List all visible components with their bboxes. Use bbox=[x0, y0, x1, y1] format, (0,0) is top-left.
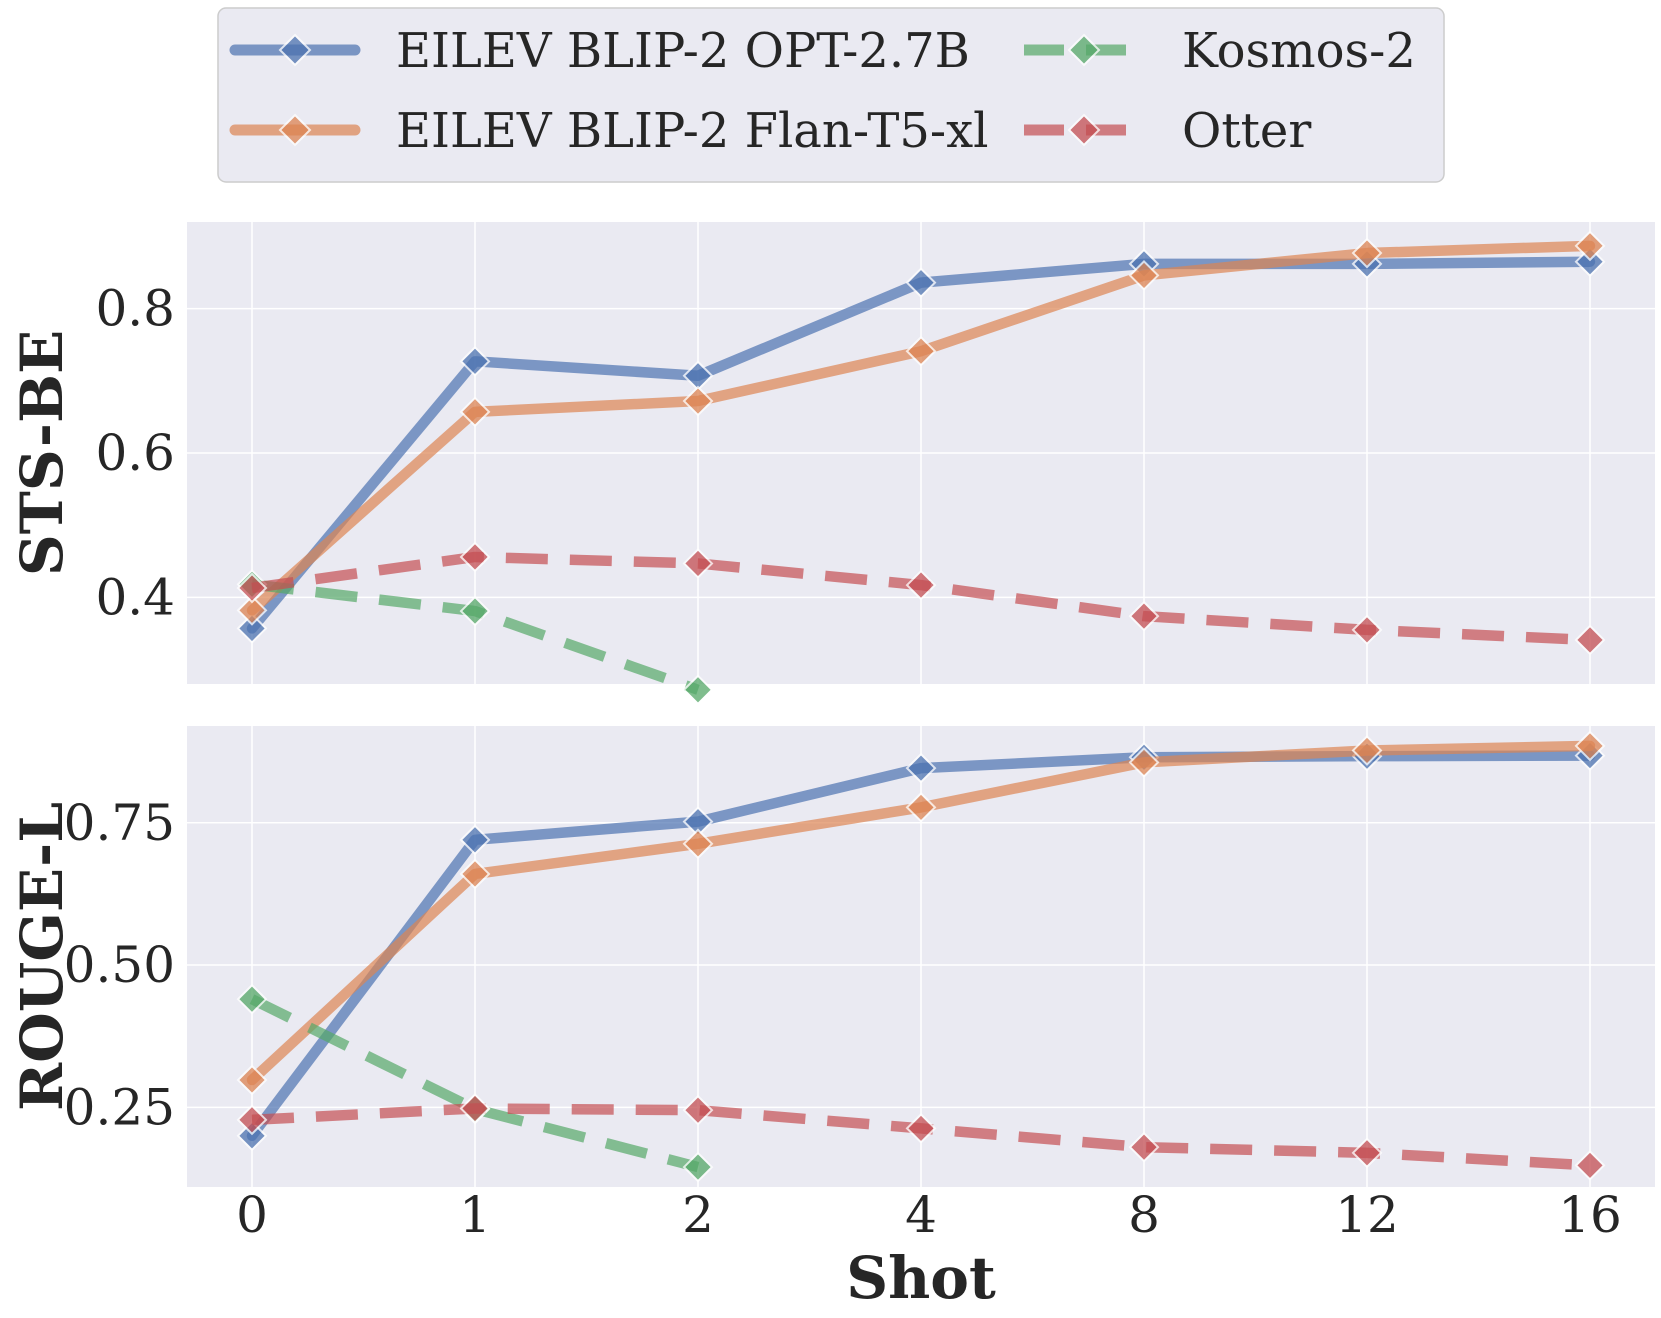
data-point bbox=[459, 1093, 491, 1124]
series-line bbox=[249, 994, 700, 1173]
data-point bbox=[459, 824, 491, 856]
legend-marker bbox=[1067, 113, 1101, 147]
data-point bbox=[1128, 600, 1160, 632]
y-tick-label: 0.4 bbox=[95, 568, 175, 626]
y-axis-title: STS-BE bbox=[8, 330, 76, 576]
legend-item-kosmos-2: Kosmos-2 bbox=[1024, 23, 1416, 79]
x-axis-ticks: 0 1 2 4 8 12 16 bbox=[236, 1186, 1622, 1244]
data-point bbox=[905, 267, 937, 299]
data-point bbox=[1574, 1149, 1606, 1181]
data-point bbox=[1574, 730, 1606, 762]
legend: EILEV BLIP-2 OPT-2.7B EILEV BLIP-2 Flan-T… bbox=[217, 7, 1445, 183]
legend-item-eilev-blip-2-flan-t5-xl: EILEV BLIP-2 Flan-T5-xl bbox=[229, 103, 989, 159]
data-point bbox=[682, 548, 714, 579]
data-point bbox=[905, 752, 937, 784]
data-point bbox=[1128, 260, 1160, 291]
x-axis-title: Shot bbox=[846, 1244, 996, 1312]
data-point bbox=[1351, 1137, 1383, 1169]
x-tick-label: 16 bbox=[1558, 1186, 1622, 1244]
data-point bbox=[1128, 1131, 1160, 1163]
x-tick-label: 4 bbox=[905, 1186, 937, 1244]
legend-item-eilev-blip-2-opt-2-7b: EILEV BLIP-2 OPT-2.7B bbox=[229, 23, 970, 79]
series-eilev-blip-2-flan-t5-xl bbox=[236, 230, 1606, 626]
data-point bbox=[905, 1112, 937, 1144]
data-point bbox=[236, 572, 268, 604]
data-point bbox=[1351, 614, 1383, 646]
legend-box bbox=[217, 7, 1445, 183]
data-point bbox=[682, 828, 714, 860]
legend-label: EILEV BLIP-2 Flan-T5-xl bbox=[396, 103, 989, 159]
series-eilev-blip-2-flan-t5-xl bbox=[236, 730, 1606, 1096]
x-tick-label: 8 bbox=[1128, 1186, 1160, 1244]
data-point bbox=[682, 385, 714, 417]
data-point bbox=[459, 396, 491, 428]
data-point bbox=[1574, 230, 1606, 262]
legend-label: Otter bbox=[1182, 103, 1311, 159]
data-point bbox=[1574, 246, 1606, 278]
data-point bbox=[236, 1104, 268, 1136]
data-point bbox=[1128, 747, 1160, 778]
x-tick-label: 1 bbox=[459, 1186, 491, 1244]
series-otter bbox=[236, 1093, 1606, 1181]
y-tick-label: 0.25 bbox=[64, 1078, 175, 1136]
data-point bbox=[1351, 735, 1383, 766]
x-tick-label: 12 bbox=[1335, 1186, 1399, 1244]
data-point bbox=[682, 1094, 714, 1126]
data-point bbox=[236, 1120, 268, 1152]
data-point bbox=[905, 791, 937, 823]
y-tick-label: 0.75 bbox=[64, 794, 175, 852]
panel-sts-be: 0.4 0.6 0.8 STS-BE bbox=[8, 222, 1655, 706]
data-point bbox=[682, 674, 714, 706]
legend-label: Kosmos-2 bbox=[1182, 23, 1416, 79]
legend-item-otter: Otter bbox=[1024, 103, 1311, 159]
data-point bbox=[1574, 624, 1606, 656]
series-otter bbox=[236, 541, 1606, 656]
legend-marker bbox=[278, 113, 312, 147]
y-axis-title: ROUGE-L bbox=[8, 802, 76, 1111]
data-point bbox=[459, 345, 491, 377]
data-point bbox=[905, 569, 937, 601]
y-tick-label: 0.8 bbox=[95, 280, 175, 338]
data-point bbox=[459, 541, 491, 573]
legend-label: EILEV BLIP-2 OPT-2.7B bbox=[396, 23, 970, 79]
data-point bbox=[459, 858, 491, 890]
data-point bbox=[236, 1064, 268, 1096]
legend-marker bbox=[1067, 33, 1101, 67]
data-point bbox=[236, 594, 268, 626]
data-point bbox=[682, 1151, 714, 1183]
legend-marker bbox=[278, 33, 312, 67]
data-point bbox=[236, 983, 268, 1015]
data-point bbox=[236, 613, 268, 644]
data-point bbox=[905, 335, 937, 367]
y-tick-label: 0.6 bbox=[95, 424, 175, 482]
x-tick-label: 2 bbox=[682, 1186, 714, 1244]
data-point bbox=[459, 595, 491, 627]
x-tick-label: 0 bbox=[236, 1186, 268, 1244]
y-tick-label: 0.50 bbox=[64, 936, 175, 994]
data-point bbox=[1351, 237, 1383, 269]
